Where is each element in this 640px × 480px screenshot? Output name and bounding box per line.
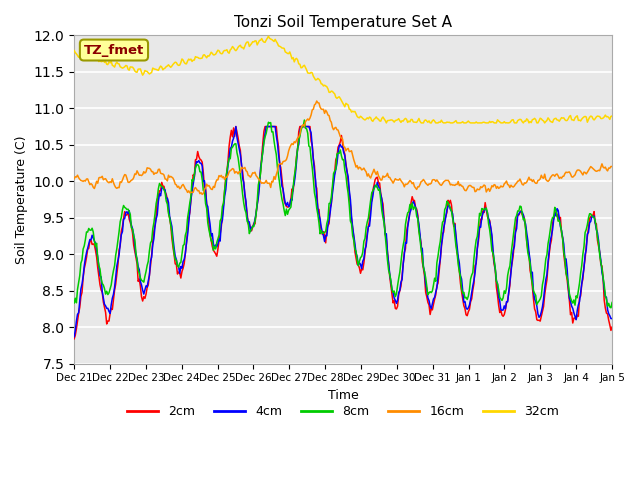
Text: TZ_fmet: TZ_fmet: [84, 44, 144, 57]
Y-axis label: Soil Temperature (C): Soil Temperature (C): [15, 135, 28, 264]
Title: Tonzi Soil Temperature Set A: Tonzi Soil Temperature Set A: [234, 15, 452, 30]
Legend: 2cm, 4cm, 8cm, 16cm, 32cm: 2cm, 4cm, 8cm, 16cm, 32cm: [122, 400, 564, 423]
X-axis label: Time: Time: [328, 389, 358, 402]
